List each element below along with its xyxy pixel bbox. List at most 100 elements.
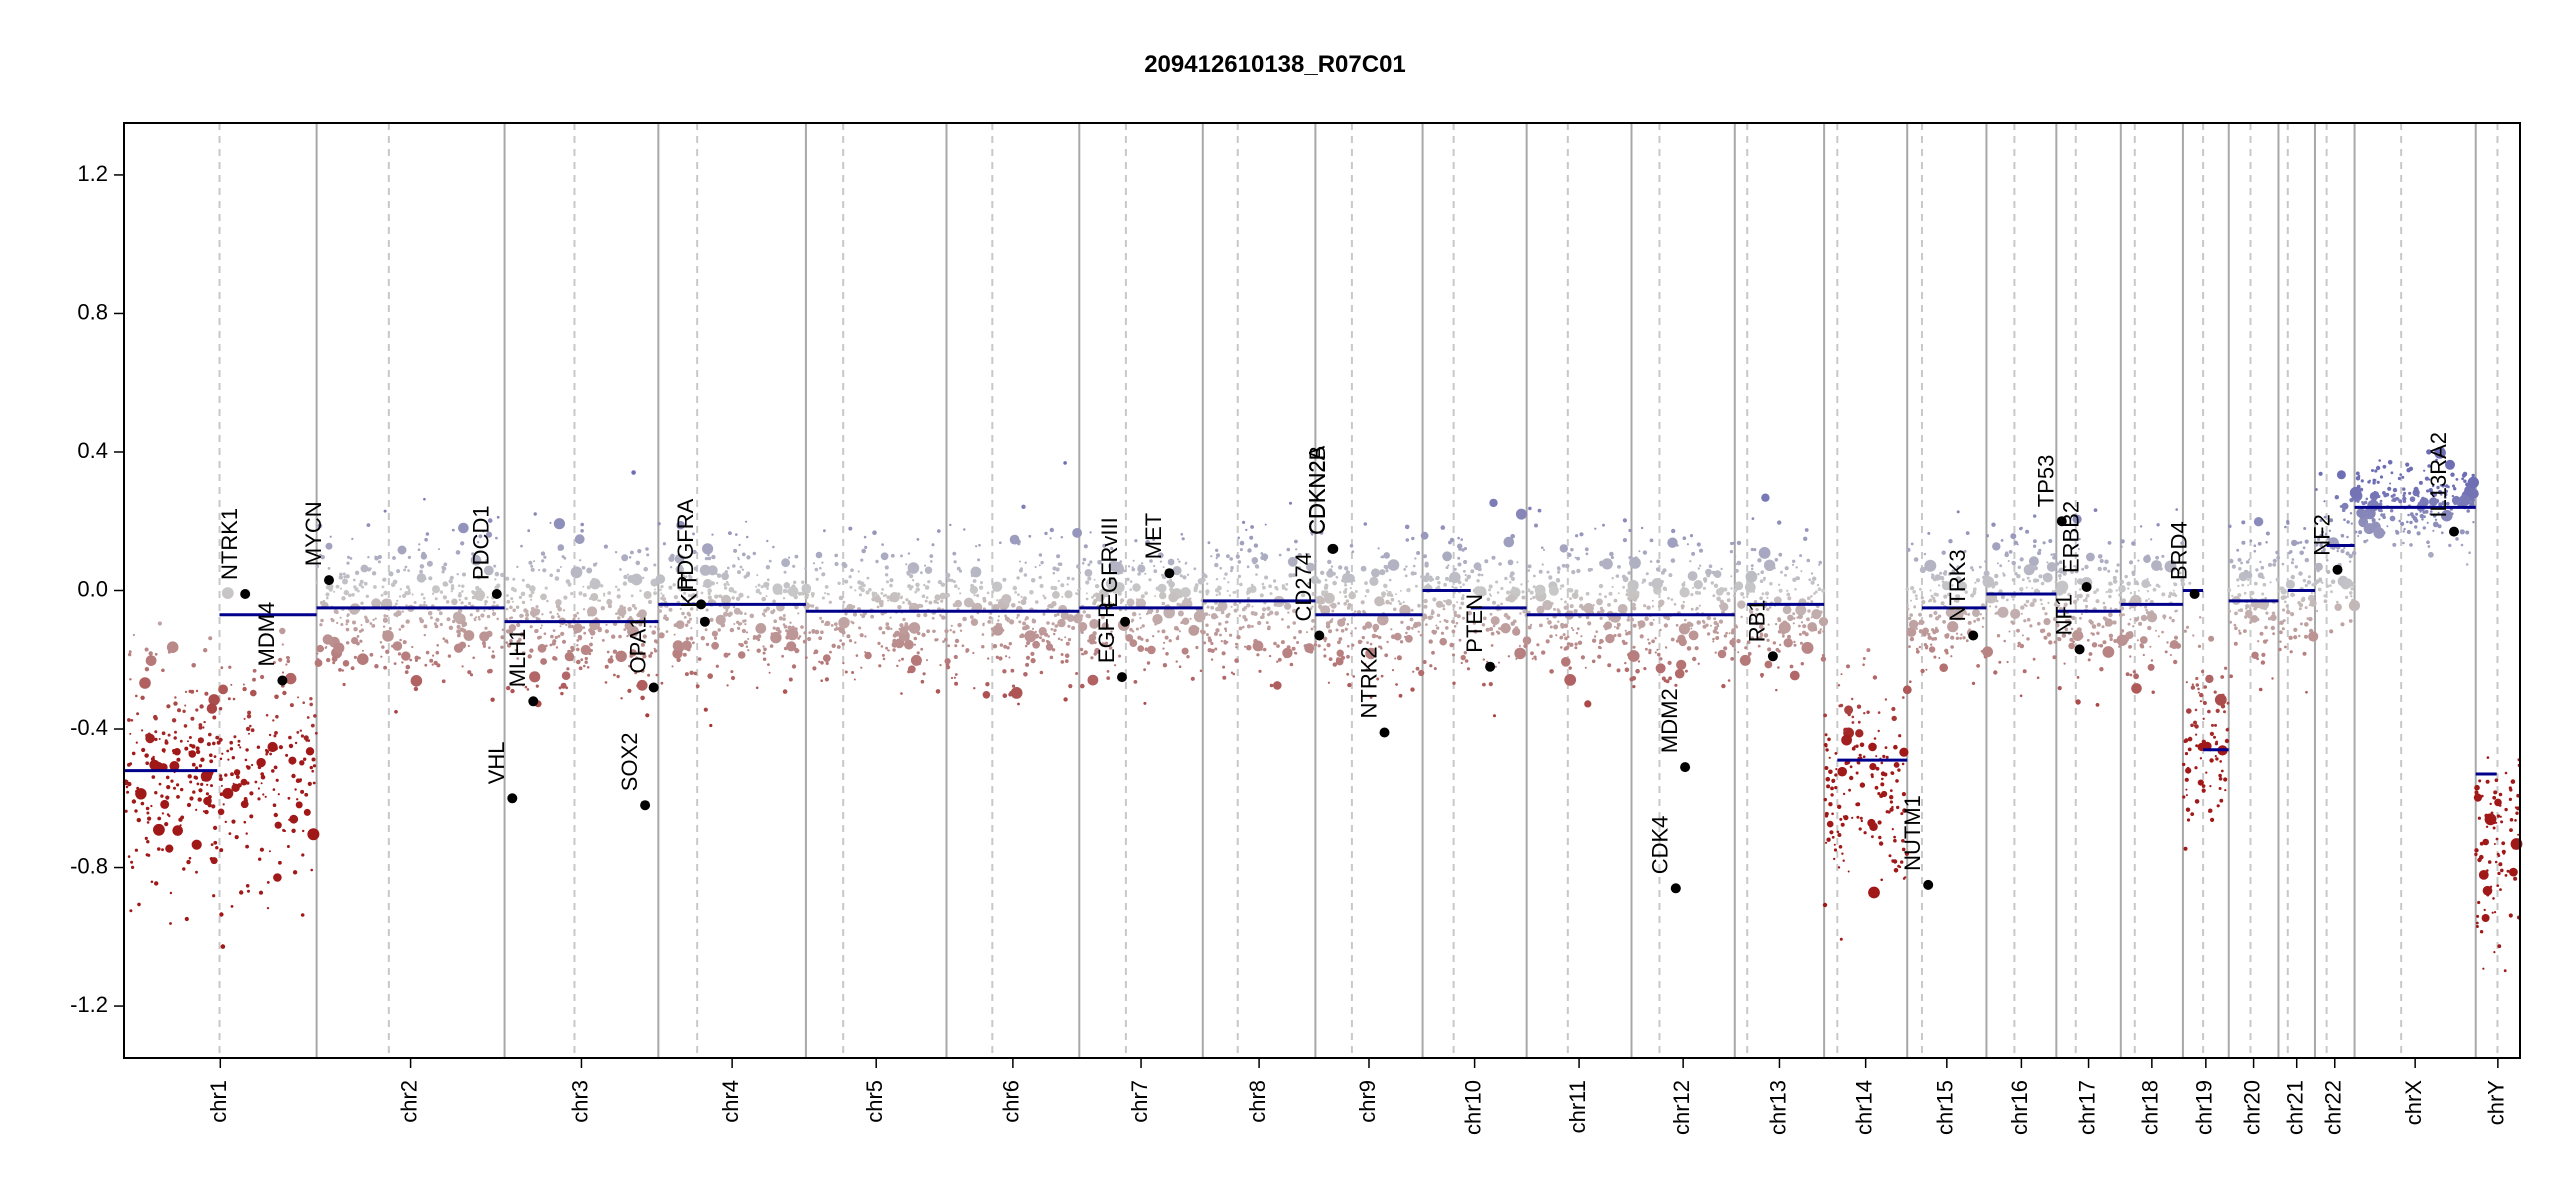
probe-point [922,672,926,676]
probe-point [231,756,235,760]
probe-point [1857,720,1861,724]
probe-point [850,620,853,623]
probe-point [1492,624,1496,628]
probe-point [1901,792,1906,797]
probe-point [365,618,370,624]
probe-point [1310,531,1313,534]
probe-point [2194,724,2199,729]
probe-point [1735,626,1739,629]
probe-point [881,631,886,635]
probe-point [1922,632,1927,637]
probe-point [1268,584,1272,588]
probe-point [797,612,800,615]
probe-point [2299,541,2303,544]
probe-point [1792,622,1795,625]
probe-point [1287,611,1290,614]
probe-point [353,627,358,632]
probe-point [510,597,514,601]
probe-point [1391,669,1395,672]
probe-point [2197,691,2200,694]
probe-point [1710,581,1715,585]
probe-point [325,586,329,589]
probe-point [1186,655,1190,659]
probe-point [1061,595,1064,598]
probe-point [2286,609,2291,615]
probe-point [884,565,889,570]
probe-point [1643,667,1647,671]
probe-point [165,775,170,780]
probe-point [739,565,743,569]
probe-point [624,621,634,631]
probe-point [1575,632,1579,635]
probe-point [619,568,622,571]
probe-point [1715,636,1720,640]
probe-point [1577,640,1583,645]
probe-point [733,548,738,553]
probe-point [2055,562,2060,566]
probe-point [2443,516,2447,520]
probe-point [425,532,430,536]
probe-point [1512,627,1521,636]
probe-point [627,573,630,576]
probe-point [1580,635,1583,638]
probe-point [2478,779,2482,783]
probe-point [1337,618,1346,627]
probe-point [218,777,223,782]
probe-point [1072,528,1082,538]
probe-point [1547,620,1552,625]
probe-point [994,582,998,586]
probe-point [1032,640,1040,649]
probe-point [1195,645,1199,650]
probe-point [180,815,185,820]
probe-point [1858,827,1862,831]
probe-point [471,595,476,600]
probe-point [2052,553,2055,556]
probe-point [2133,673,2140,680]
probe-point [1198,590,1202,594]
probe-point [164,740,169,745]
probe-point [1256,653,1260,657]
probe-point [1855,744,1859,748]
probe-point [2172,589,2175,592]
probe-point [2229,620,2232,624]
probe-point [460,541,465,546]
probe-point [1455,621,1459,625]
probe-point [765,582,770,587]
probe-point [1530,623,1533,627]
probe-point [1668,573,1673,578]
probe-point [881,588,884,591]
probe-point [2492,897,2495,900]
probe-point [1207,636,1211,640]
probe-point [382,617,388,623]
probe-point [1862,663,1865,666]
probe-point [1363,662,1367,666]
probe-point [1624,641,1628,645]
probe-point [187,774,192,779]
probe-point [1759,579,1764,583]
probe-point [505,576,510,581]
probe-point [2175,642,2182,649]
probe-point [1214,562,1219,568]
probe-point [2498,862,2503,867]
probe-point [841,642,845,646]
probe-point [2037,621,2041,626]
probe-point [2302,578,2307,583]
probe-point [1246,590,1251,595]
probe-point [496,617,500,621]
probe-point [1132,630,1135,633]
probe-point [2000,539,2004,542]
probe-point [940,599,944,603]
probe-point [997,619,1000,622]
probe-point [1939,663,1948,672]
probe-point [1688,630,1699,641]
probe-point [2367,499,2380,512]
probe-point [1031,627,1035,631]
probe-point [1449,575,1454,580]
probe-point [1921,620,1925,624]
probe-point [2280,595,2286,600]
probe-point [190,689,195,694]
probe-point [540,658,547,665]
probe-point [660,592,663,595]
probe-point [1897,768,1901,772]
probe-point [1075,592,1078,595]
